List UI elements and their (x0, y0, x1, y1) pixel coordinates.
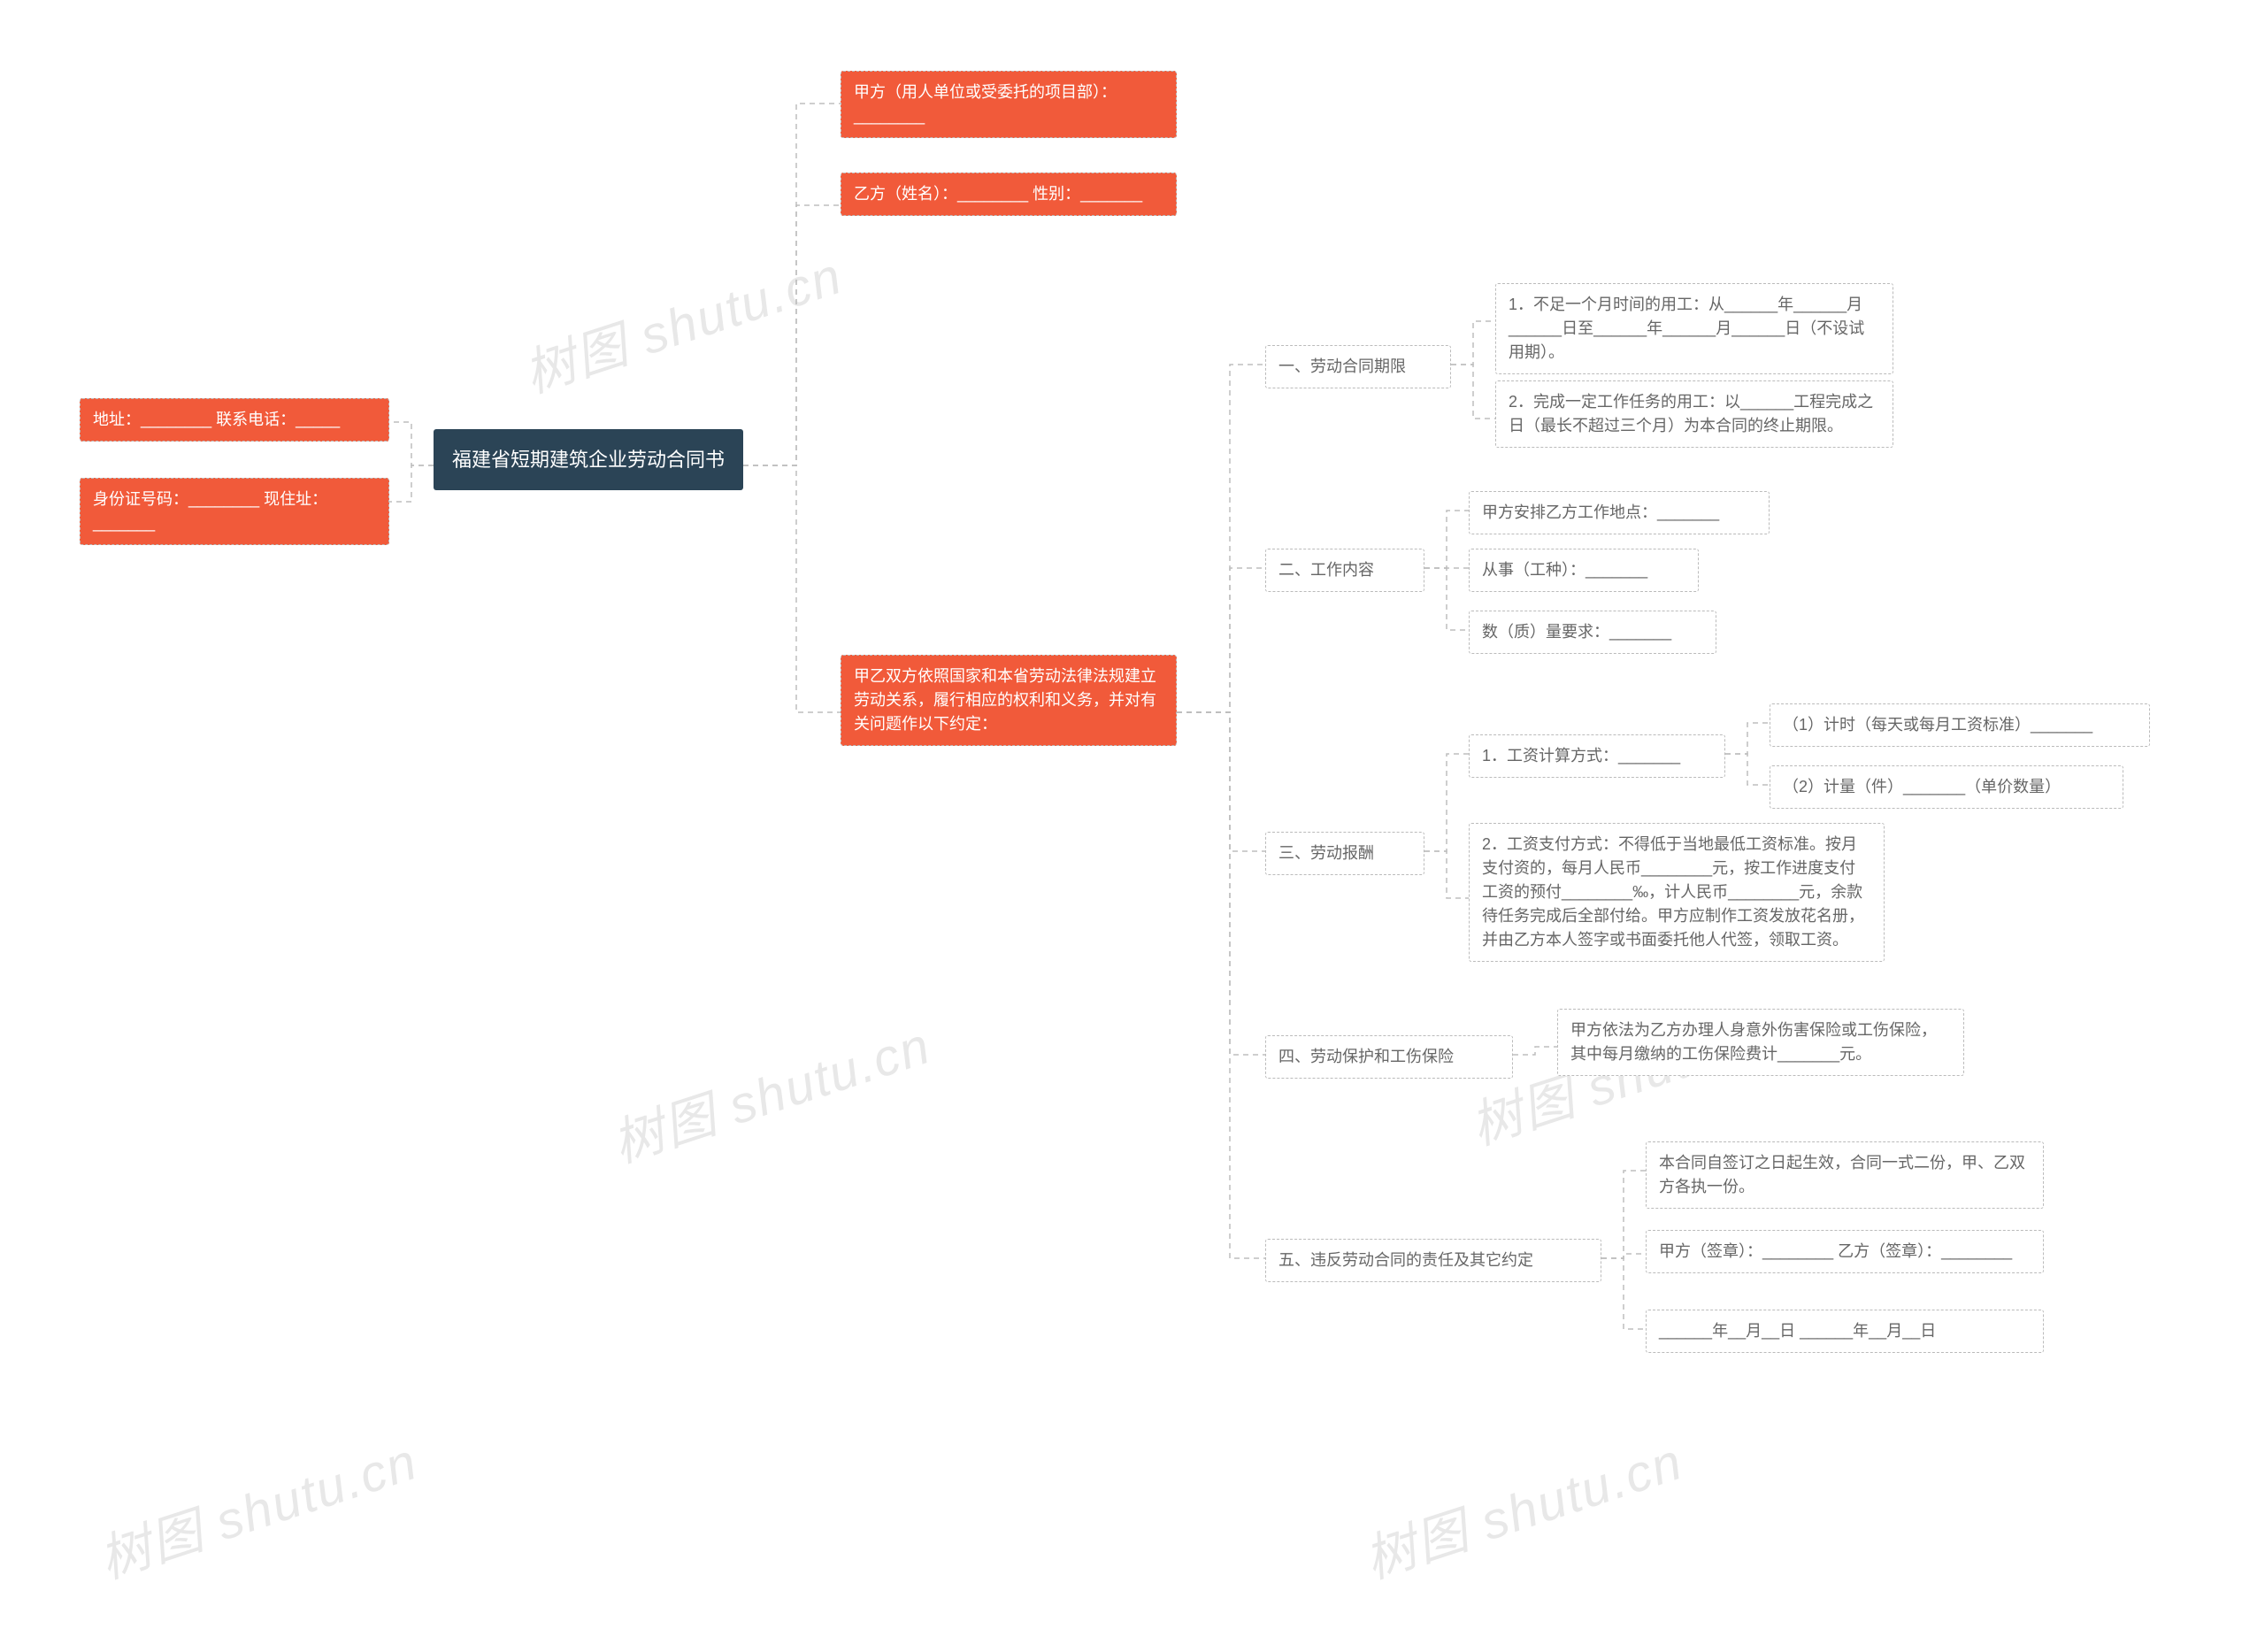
section-3-item-1[interactable]: 1．工资计算方式：_______ (1469, 734, 1725, 778)
section-2-item-2[interactable]: 从事（工种）：_______ (1469, 549, 1699, 592)
section-5-heading[interactable]: 五、违反劳动合同的责任及其它约定 (1265, 1239, 1601, 1282)
left-node-idcard[interactable]: 身份证号码：________ 现住址：_______ (80, 478, 389, 545)
section-3-item-2[interactable]: 2．工资支付方式：不得低于当地最低工资标准。按月支付资的，每月人民币______… (1469, 823, 1885, 962)
section-3-item-1b[interactable]: （2）计量（件）_______（单价数量） (1770, 765, 2123, 809)
section-2-item-3[interactable]: 数（质）量要求：_______ (1469, 611, 1716, 654)
node-agreement[interactable]: 甲乙双方依照国家和本省劳动法律法规建立劳动关系，履行相应的权利和义务，并对有关问… (841, 655, 1177, 746)
watermark: 树图 shutu.cn (1354, 1420, 1691, 1593)
section-5-item-1[interactable]: 本合同自签订之日起生效，合同一式二份，甲、乙双方各执一份。 (1646, 1141, 2044, 1209)
section-4-heading[interactable]: 四、劳动保护和工伤保险 (1265, 1035, 1513, 1079)
left-node-address[interactable]: 地址：________ 联系电话：_____ (80, 398, 389, 442)
section-4-item-1[interactable]: 甲方依法为乙方办理人身意外伤害保险或工伤保险，其中每月缴纳的工伤保险费计____… (1557, 1009, 1964, 1076)
section-3-heading[interactable]: 三、劳动报酬 (1265, 832, 1424, 875)
section-1-heading[interactable]: 一、劳动合同期限 (1265, 345, 1451, 388)
watermark: 树图 shutu.cn (88, 1420, 426, 1593)
section-5-item-2[interactable]: 甲方（签章）：________ 乙方（签章）：________ (1646, 1230, 2044, 1273)
section-3-item-1a[interactable]: （1）计时（每天或每月工资标准）_______ (1770, 703, 2150, 747)
section-5-item-3[interactable]: ______年__月__日 ______年__月__日 (1646, 1310, 2044, 1353)
node-party-a[interactable]: 甲方（用人单位或受委托的项目部）：________ (841, 71, 1177, 138)
section-2-item-1[interactable]: 甲方安排乙方工作地点：_______ (1469, 491, 1770, 534)
connector-layer (0, 0, 2265, 1652)
watermark: 树图 shutu.cn (513, 234, 850, 407)
watermark: 树图 shutu.cn (602, 1004, 939, 1177)
node-party-b[interactable]: 乙方（姓名）：________ 性别：_______ (841, 173, 1177, 216)
section-1-item-1[interactable]: 1．不足一个月时间的用工：从______年______月______日至____… (1495, 283, 1893, 374)
section-1-item-2[interactable]: 2．完成一定工作任务的用工：以______工程完成之日（最长不超过三个月）为本合… (1495, 380, 1893, 448)
root-node[interactable]: 福建省短期建筑企业劳动合同书 (434, 429, 743, 490)
section-2-heading[interactable]: 二、工作内容 (1265, 549, 1424, 592)
